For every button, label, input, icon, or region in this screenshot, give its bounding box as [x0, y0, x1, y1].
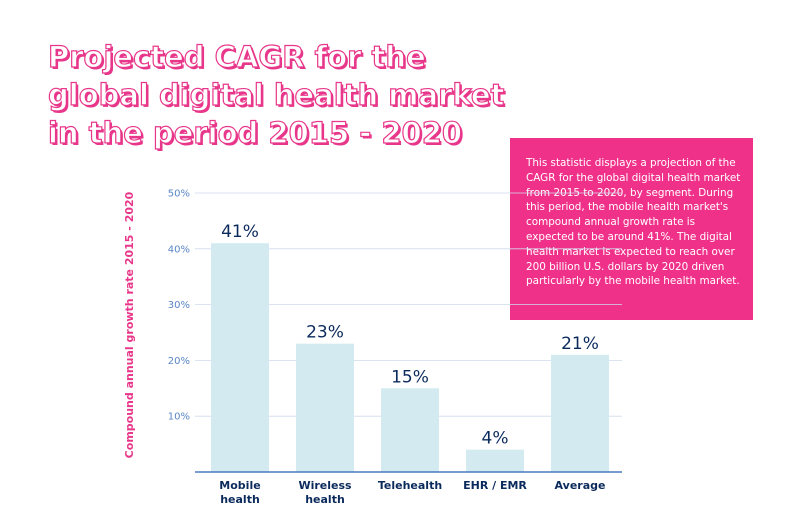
y-tick-label: 20%	[168, 356, 190, 367]
y-axis-label: Compound annual growth rate 2015 - 2020	[123, 191, 136, 458]
chart-title-line-3: in the period 2015 - 2020	[47, 115, 463, 150]
description-note: This statistic displays a projection of …	[510, 138, 753, 320]
bar	[296, 343, 354, 472]
y-tick-label: 40%	[168, 244, 190, 255]
data-label: 23%	[306, 323, 344, 343]
data-label: 4%	[482, 429, 509, 449]
category-label: health	[220, 493, 260, 506]
bars	[211, 243, 609, 472]
category-label: health	[305, 493, 345, 506]
bar	[466, 449, 524, 472]
y-tick-label: 10%	[168, 412, 190, 423]
data-label: 15%	[391, 367, 429, 387]
y-tick-label: 50%	[168, 189, 190, 200]
data-label: 21%	[561, 334, 599, 354]
bar	[381, 388, 439, 472]
chart-title-line-2: global digital health market	[47, 77, 505, 112]
category-label: Wireless	[298, 479, 352, 492]
chart-title-line-1: Projected CAGR for the	[47, 39, 426, 74]
bar	[551, 354, 609, 472]
category-label: EHR / EMR	[463, 479, 527, 492]
labels: 10%20%30%40%50%41%Mobilehealth23%Wireles…	[168, 189, 606, 507]
bar	[211, 243, 269, 472]
chart-title: Projected CAGR for the global digital he…	[47, 38, 508, 152]
data-label: 41%	[221, 222, 259, 242]
y-tick-label: 30%	[168, 300, 190, 311]
category-label: Telehealth	[378, 479, 442, 492]
category-label: Average	[555, 479, 606, 492]
category-label: Mobile	[219, 479, 260, 492]
